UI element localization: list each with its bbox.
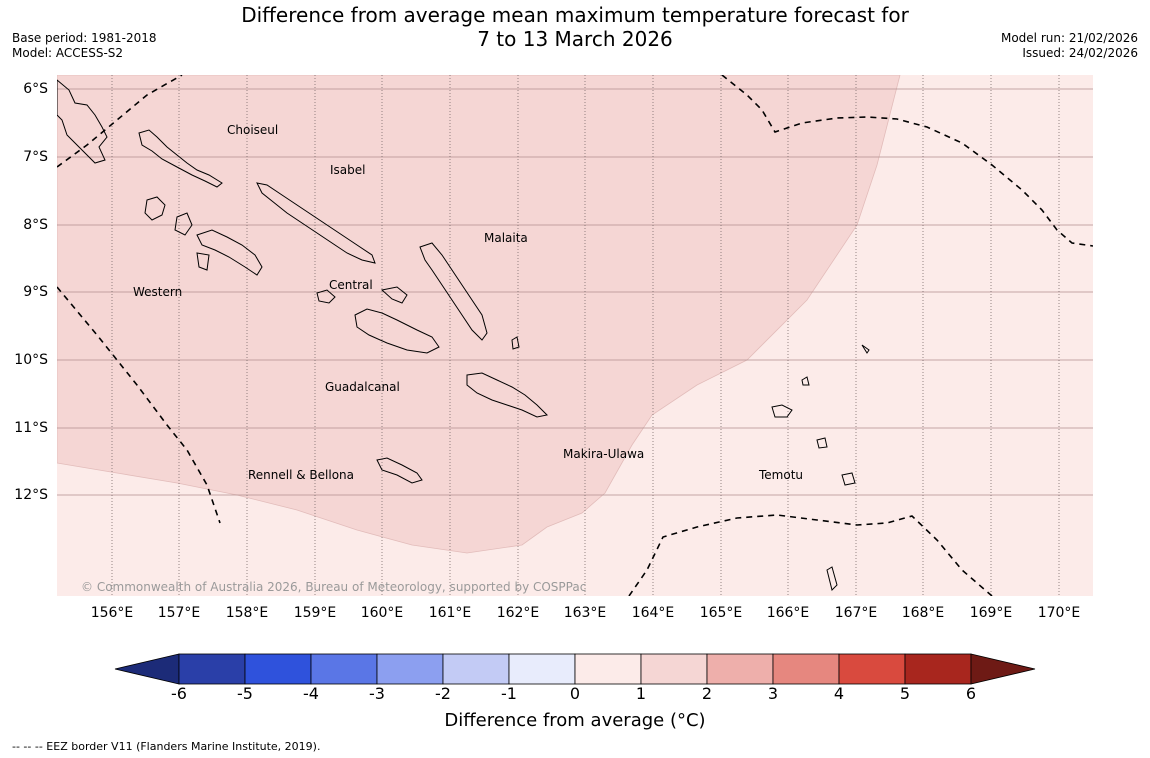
lon-label-163e: 163°E xyxy=(563,605,607,621)
colorbar-tick-0: 0 xyxy=(569,684,581,703)
meta-left: Base period: 1981-2018 Model: ACCESS-S2 xyxy=(12,31,157,61)
lon-label-169e: 169°E xyxy=(969,605,1013,621)
colorbar-segment xyxy=(772,653,840,685)
lat-label-12s: 12°S xyxy=(14,487,48,503)
lon-label-160e: 160°E xyxy=(360,605,404,621)
colorbar-title: Difference from average (°C) xyxy=(444,710,706,731)
colorbar-tick-5: 5 xyxy=(899,684,911,703)
meta-right: Model run: 21/02/2026 Issued: 24/02/2026 xyxy=(1001,31,1138,61)
lat-label-6s: 6°S xyxy=(23,81,48,97)
colorbar xyxy=(114,653,1036,685)
colorbar-tick-3: 3 xyxy=(767,684,779,703)
colorbar-segment xyxy=(904,653,972,685)
region-label-guadalcanal: Guadalcanal xyxy=(325,380,400,394)
region-label-western: Western xyxy=(133,285,182,299)
lon-label-166e: 166°E xyxy=(766,605,810,621)
lon-label-156e: 156°E xyxy=(90,605,134,621)
region-label-makira-ulawa: Makira-Ulawa xyxy=(563,447,644,461)
region-label-choiseul: Choiseul xyxy=(227,123,278,137)
region-label-central: Central xyxy=(329,278,373,292)
region-label-isabel: Isabel xyxy=(330,163,365,177)
colorbar-tick-m6: -6 xyxy=(171,684,187,703)
colorbar-segment xyxy=(310,653,378,685)
model-run: Model run: 21/02/2026 xyxy=(1000,31,1138,45)
lat-label-11s: 11°S xyxy=(14,420,48,436)
colorbar-tick-m1: -1 xyxy=(501,684,517,703)
lon-label-165e: 165°E xyxy=(699,605,743,621)
colorbar-segment xyxy=(376,653,444,685)
region-label-malaita: Malaita xyxy=(484,231,528,245)
colorbar-segment xyxy=(244,653,312,685)
title-line-1: Difference from average mean maximum tem… xyxy=(241,3,909,27)
colorbar-tick-m3: -3 xyxy=(369,684,385,703)
lon-label-168e: 168°E xyxy=(901,605,945,621)
colorbar-tick-4: 4 xyxy=(833,684,845,703)
colorbar-tick-m5: -5 xyxy=(237,684,253,703)
colorbar-under-arrow xyxy=(114,653,180,685)
anomaly-zone-1-to-2 xyxy=(57,75,901,554)
colorbar-segment xyxy=(574,653,642,685)
eez-borders xyxy=(57,75,1093,596)
colorbar-segment xyxy=(706,653,774,685)
colorbar-tick-6: 6 xyxy=(965,684,977,703)
lon-label-170e: 170°E xyxy=(1037,605,1081,621)
region-label-rennell-bellona: Rennell & Bellona xyxy=(248,468,354,482)
lon-label-167e: 167°E xyxy=(834,605,878,621)
lat-label-9s: 9°S xyxy=(23,284,48,300)
lon-label-157e: 157°E xyxy=(157,605,201,621)
colorbar-segment xyxy=(508,653,576,685)
title-line-2: 7 to 13 March 2026 xyxy=(477,27,673,51)
lat-label-8s: 8°S xyxy=(23,217,48,233)
lon-label-164e: 164°E xyxy=(631,605,675,621)
lat-label-10s: 10°S xyxy=(14,352,48,368)
issued-date: Issued: 24/02/2026 xyxy=(1022,46,1138,60)
model-name: Model: ACCESS-S2 xyxy=(12,46,124,60)
colorbar-tick-m2: -2 xyxy=(435,684,451,703)
lon-label-161e: 161°E xyxy=(428,605,472,621)
base-period: Base period: 1981-2018 xyxy=(12,31,157,45)
region-label-temotu: Temotu xyxy=(758,468,803,482)
lon-label-159e: 159°E xyxy=(293,605,337,621)
map-title: Difference from average mean maximum tem… xyxy=(150,3,1000,51)
region-labels: Choiseul Isabel Malaita Western Central … xyxy=(133,123,803,482)
copyright-notice: © Commonwealth of Australia 2026, Bureau… xyxy=(81,580,586,594)
lon-label-162e: 162°E xyxy=(496,605,540,621)
colorbar-segment xyxy=(442,653,510,685)
colorbar-tick-2: 2 xyxy=(701,684,713,703)
lat-label-7s: 7°S xyxy=(23,149,48,165)
colorbar-segments xyxy=(178,653,972,685)
colorbar-over-arrow xyxy=(970,653,1036,685)
colorbar-segment xyxy=(178,653,246,685)
colorbar-segment xyxy=(838,653,906,685)
island-coastlines xyxy=(57,79,870,591)
colorbar-tick-1: 1 xyxy=(635,684,647,703)
eez-legend: -- -- -- EEZ border V11 (Flanders Marine… xyxy=(12,740,321,753)
map-svg: Choiseul Isabel Malaita Western Central … xyxy=(57,75,1093,596)
lon-label-158e: 158°E xyxy=(225,605,269,621)
colorbar-tick-m4: -4 xyxy=(303,684,319,703)
map-area[interactable]: Choiseul Isabel Malaita Western Central … xyxy=(57,75,1093,596)
latitude-gridlines xyxy=(57,88,1093,496)
colorbar-segment xyxy=(640,653,708,685)
